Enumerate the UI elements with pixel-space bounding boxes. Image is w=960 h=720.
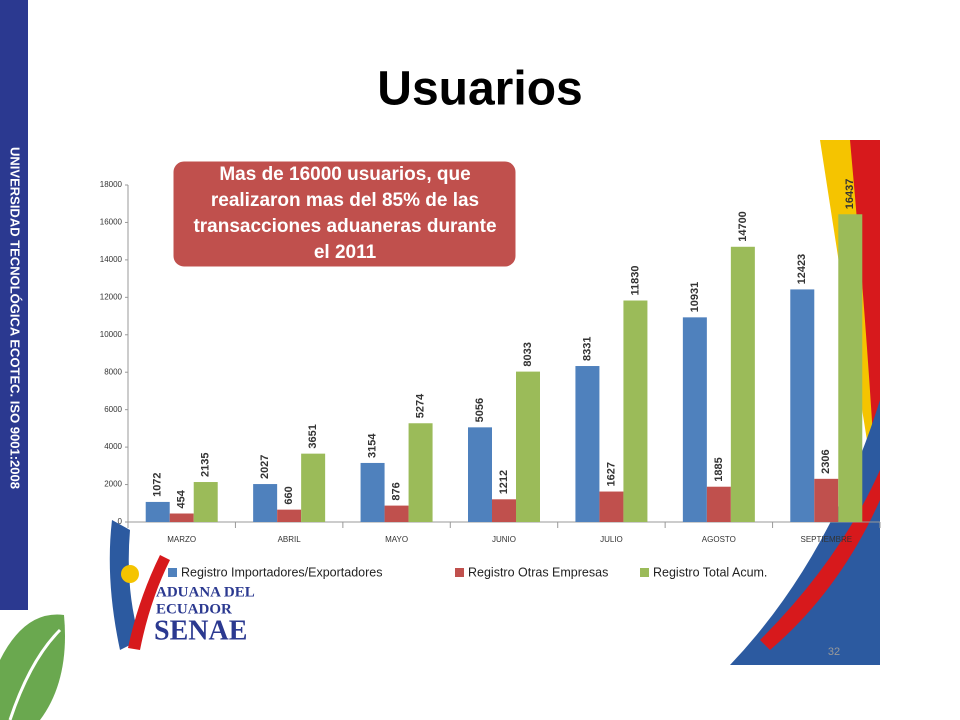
legend-label: Registro Total Acum. [653, 565, 767, 579]
slide-title: Usuarios [377, 63, 582, 116]
logo-line2: ECUADOR [156, 601, 232, 617]
chart: 0 2000 4000 6000 8000 10000 12000 14000 16000 180… [100, 158, 881, 579]
value-label: 1212 [498, 470, 510, 494]
bar [253, 484, 278, 522]
bar [384, 505, 409, 522]
bar [706, 486, 731, 522]
legend-label: Registro Importadores/Exportadores [181, 565, 382, 579]
value-label: 2027 [259, 455, 271, 479]
bar [193, 482, 218, 522]
bar [360, 462, 385, 522]
value-label: 5274 [414, 393, 426, 418]
bar [145, 501, 170, 522]
value-label: 12423 [796, 254, 808, 285]
senae-logo-swoosh-red [128, 555, 170, 650]
value-label: 3154 [366, 433, 378, 458]
x-tick-label: MARZO [167, 535, 196, 544]
legend-swatch [455, 568, 464, 577]
x-tick-label: SEPTIEMBRE [800, 535, 852, 544]
value-label: 3651 [307, 424, 319, 448]
y-tick-label: 14000 [100, 255, 123, 264]
logo-line1: ADUANA DEL [156, 584, 255, 600]
annotation-line: transacciones aduaneras durante [193, 216, 496, 237]
senae-logo-ball [121, 565, 139, 583]
sidebar-text: UNIVERSIDAD TECNOLÓGICA ECOTEC. ISO 9001… [8, 147, 23, 489]
annotation-line: el 2011 [314, 242, 377, 263]
bar [730, 246, 755, 523]
annotation-line: realizaron mas del 85% de las [211, 190, 479, 211]
x-tick-label: JULIO [600, 535, 623, 544]
bar [599, 491, 624, 522]
value-label: 8331 [581, 337, 593, 361]
y-tick-label: 16000 [100, 218, 123, 227]
x-tick-label: ABRIL [278, 535, 302, 544]
bar [814, 478, 839, 522]
y-tick-label: 2000 [104, 480, 122, 489]
logo-line3: SENAE [154, 615, 247, 646]
decor-red [850, 140, 880, 560]
value-label: 454 [176, 489, 188, 508]
y-tick-label: 0 [118, 517, 123, 526]
value-label: 2306 [820, 449, 832, 473]
decor-red-2 [760, 470, 880, 650]
value-label: 11830 [629, 266, 641, 296]
senae-logo-swoosh [109, 520, 140, 650]
bar [575, 366, 600, 522]
y-tick-label: 10000 [100, 330, 123, 339]
decor-blue [730, 400, 880, 665]
annotation-line: Mas de 16000 usuarios, que [219, 164, 470, 185]
y-tick-label: 12000 [100, 292, 123, 301]
value-label: 16437 [844, 179, 856, 210]
x-tick-label: AGOSTO [702, 535, 736, 544]
value-label: 10931 [689, 282, 701, 313]
y-tick-label: 4000 [104, 442, 122, 451]
x-tick-label: JUNIO [492, 535, 516, 544]
value-label: 1627 [605, 462, 617, 486]
value-label: 876 [390, 482, 402, 500]
y-tick-label: 6000 [104, 405, 122, 414]
value-label: 8033 [522, 342, 534, 366]
bar [492, 499, 516, 522]
bar [169, 513, 194, 522]
bar [682, 317, 707, 522]
bar [516, 371, 540, 522]
ecotec-logo-line [8, 628, 62, 720]
x-tick-label: MAYO [385, 535, 408, 544]
legend-label: Registro Otras Empresas [468, 565, 608, 579]
legend-swatch [168, 568, 177, 577]
bar [838, 214, 863, 523]
value-label: 14700 [737, 211, 749, 242]
sidebar [0, 0, 28, 610]
bar [623, 300, 648, 522]
bar [408, 423, 433, 522]
value-label: 1072 [152, 472, 164, 496]
legend-swatch [640, 568, 649, 577]
bar [301, 453, 326, 522]
annotation-box [170, 158, 519, 270]
y-tick-label: 8000 [104, 367, 122, 376]
bar [468, 427, 492, 522]
bar [790, 289, 815, 522]
page-number: 32 [828, 646, 840, 658]
value-label: 660 [283, 486, 295, 504]
value-label: 2135 [200, 453, 212, 477]
y-tick-label: 18000 [100, 180, 123, 189]
bar [277, 509, 302, 522]
value-label: 1885 [713, 457, 725, 481]
value-label: 5056 [474, 398, 486, 422]
